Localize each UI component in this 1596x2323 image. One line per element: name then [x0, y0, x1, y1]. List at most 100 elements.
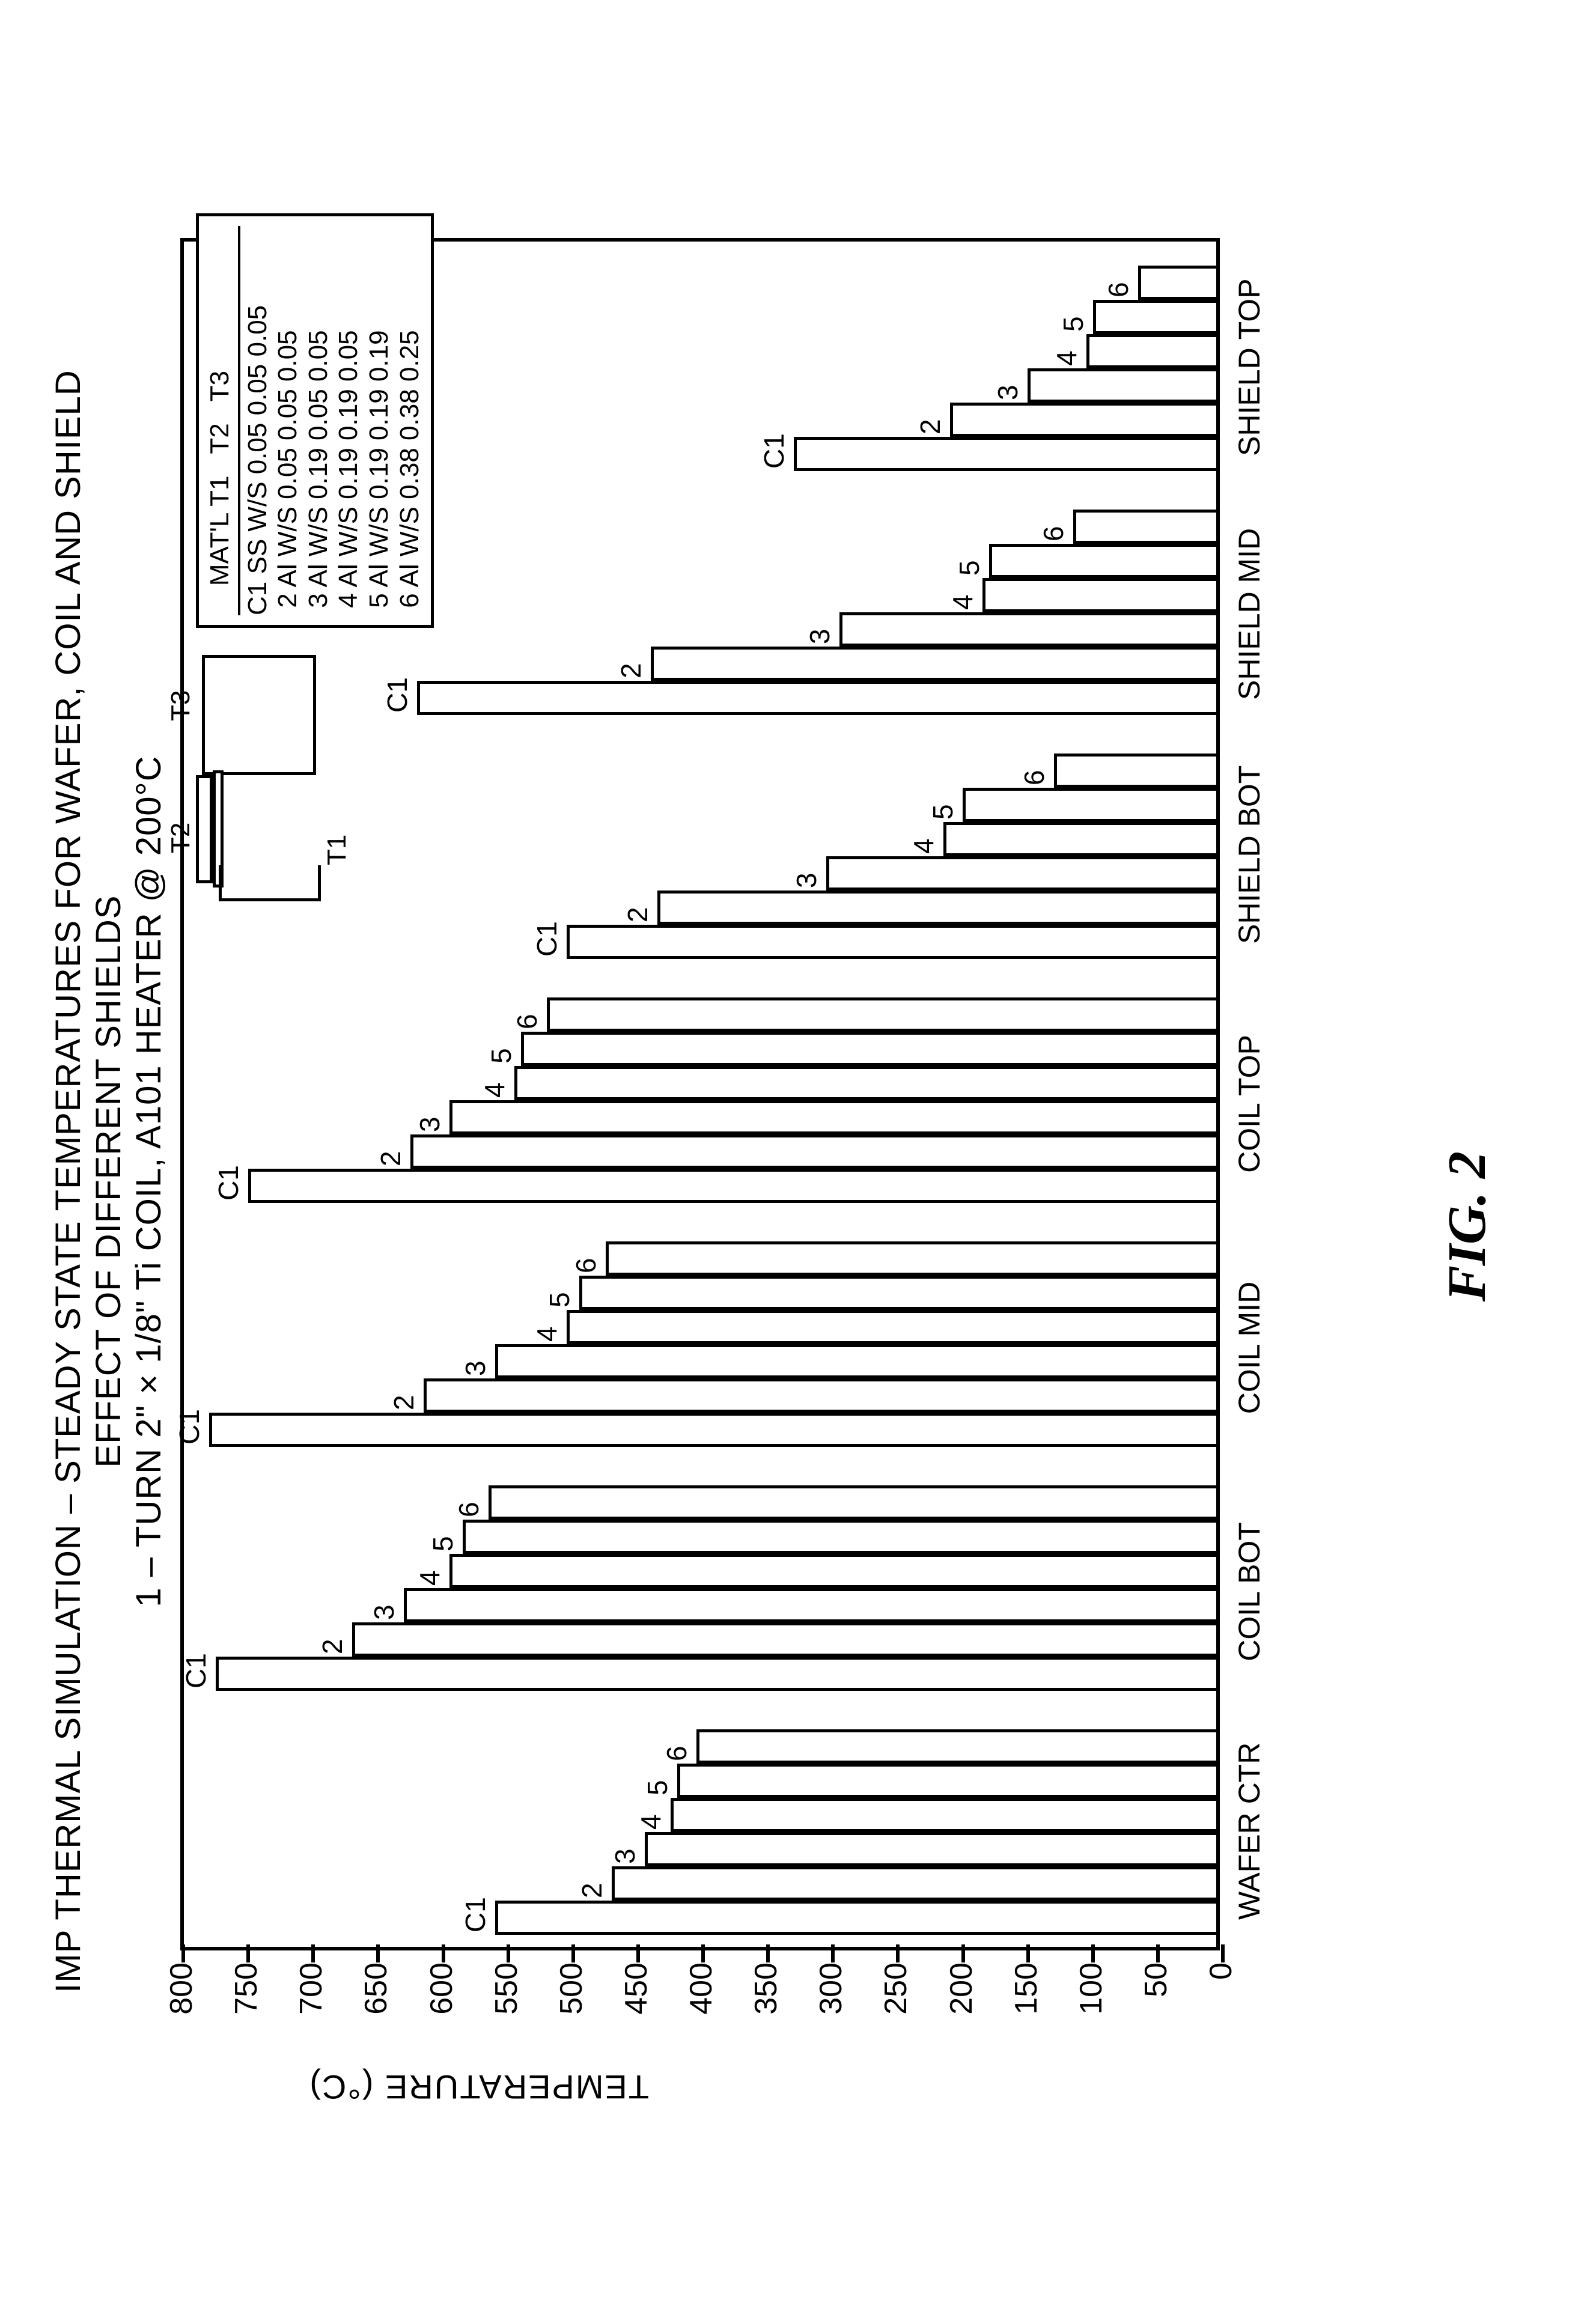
bar-label: 6 — [1018, 770, 1050, 785]
bar — [612, 1866, 1216, 1901]
bar — [521, 1032, 1216, 1066]
y-tick: 500 — [553, 1962, 589, 2035]
bar-label: 6 — [660, 1746, 693, 1761]
bar — [839, 612, 1216, 647]
diagram-bracket — [219, 865, 321, 901]
bar-label: 6 — [1037, 526, 1070, 541]
bar — [950, 403, 1216, 437]
y-tick: 100 — [1073, 1962, 1109, 2035]
legend-row: 2 Al W/S 0.05 0.05 0.05 — [273, 226, 303, 615]
diagram-label: T1 — [322, 835, 352, 865]
bar — [1138, 266, 1216, 300]
shield-diagram: T3T2T1 — [190, 643, 346, 901]
diagram-box — [196, 775, 213, 883]
bar — [352, 1622, 1216, 1657]
bar-label: 3 — [991, 385, 1024, 400]
bar — [489, 1485, 1216, 1520]
y-tick: 350 — [748, 1962, 784, 2035]
title-line-3: 1 – TURN 2" × 1/8" Ti COIL, A101 HEATER … — [129, 220, 169, 2143]
bar-label: 3 — [609, 1848, 641, 1864]
y-tick: 50 — [1138, 1962, 1174, 2035]
y-tick: 800 — [163, 1962, 200, 2035]
bar — [677, 1764, 1216, 1798]
bar-label: 3 — [459, 1360, 492, 1376]
bar — [963, 788, 1216, 822]
bar — [1086, 334, 1216, 368]
diagram-label: T3 — [166, 690, 196, 721]
bar-label: C1 — [531, 921, 563, 957]
bar-label: 4 — [531, 1326, 563, 1342]
y-tick: 650 — [358, 1962, 394, 2035]
bar-label: 4 — [1050, 350, 1083, 366]
bar — [657, 891, 1216, 925]
x-category-label: WAFER CTR — [1232, 1752, 1267, 1920]
bar-label: 5 — [485, 1048, 517, 1064]
x-category-label: SHIELD TOP — [1232, 288, 1267, 456]
y-tick: 0 — [1203, 1962, 1239, 2035]
bar — [424, 1378, 1216, 1413]
bar — [404, 1588, 1216, 1622]
legend-row: 4 Al W/S 0.19 0.19 0.05 — [334, 226, 364, 615]
bar-label: 3 — [790, 872, 823, 888]
bar — [417, 681, 1216, 715]
bar — [696, 1729, 1216, 1764]
bar — [989, 544, 1216, 578]
title-line-1: IMP THERMAL SIMULATION – STEADY STATE TE… — [48, 220, 88, 2143]
legend-row: 5 Al W/S 0.19 0.19 0.19 — [364, 226, 395, 615]
bar — [449, 1554, 1216, 1588]
bar-label: 5 — [543, 1292, 576, 1308]
bar-label: 2 — [914, 419, 946, 434]
bar-label: 4 — [946, 594, 979, 610]
legend-row: 3 Al W/S 0.19 0.05 0.05 — [303, 226, 334, 615]
bar-label: 6 — [1102, 282, 1135, 297]
y-tick: 750 — [228, 1962, 264, 2035]
bar — [216, 1657, 1216, 1691]
bar-label: C1 — [212, 1165, 245, 1201]
bar-label: 4 — [907, 838, 940, 854]
bar — [943, 822, 1216, 856]
bar-label: 4 — [635, 1814, 667, 1830]
bar-label: C1 — [381, 677, 413, 713]
y-tick: 400 — [683, 1962, 719, 2035]
y-tick: 250 — [878, 1962, 914, 2035]
bar-label: 2 — [388, 1395, 420, 1410]
bar-label: 5 — [927, 804, 959, 820]
bar — [1093, 300, 1216, 334]
bar — [606, 1241, 1216, 1276]
bar-label: C1 — [180, 1653, 212, 1688]
y-axis-label: TEMPERATURE (°C) — [308, 2068, 649, 2107]
bar-label: 5 — [953, 560, 985, 576]
bar — [449, 1100, 1216, 1134]
bar — [567, 1310, 1216, 1344]
bar — [671, 1798, 1216, 1832]
bar — [495, 1344, 1216, 1378]
x-category-label: SHIELD BOT — [1232, 776, 1267, 944]
bar-label: C1 — [758, 433, 790, 469]
x-category-label: SHIELD MID — [1232, 532, 1267, 700]
bar — [209, 1413, 1216, 1447]
bar — [567, 925, 1216, 959]
y-tick: 150 — [1008, 1962, 1044, 2035]
bar-label: 2 — [374, 1151, 407, 1166]
y-tick: 300 — [813, 1962, 849, 2035]
bar — [410, 1134, 1216, 1169]
bar-label: 2 — [615, 663, 647, 678]
rotated-canvas: IMP THERMAL SIMULATION – STEADY STATE TE… — [0, 0, 1596, 2323]
title-line-2: EFFECT OF DIFFERENT SHIELDS — [88, 220, 129, 2143]
legend-box: MAT'L T1 T2 T3C1 SS W/S 0.05 0.05 0.05 2… — [196, 213, 434, 628]
bar — [826, 856, 1216, 891]
plot-area: T3T2T1 MAT'L T1 T2 T3C1 SS W/S 0.05 0.05… — [180, 238, 1220, 1950]
bar — [248, 1169, 1216, 1203]
bar — [1028, 368, 1216, 403]
bar — [645, 1832, 1217, 1866]
x-category-label: COIL MID — [1232, 1264, 1267, 1432]
bar — [495, 1901, 1216, 1935]
bar-label: 5 — [427, 1536, 459, 1551]
bar — [1054, 754, 1216, 788]
page: IMP THERMAL SIMULATION – STEADY STATE TE… — [0, 0, 1596, 2323]
x-category-label: COIL TOP — [1232, 1020, 1267, 1188]
bar-label: 3 — [413, 1116, 446, 1132]
diagram-label: T2 — [166, 823, 196, 853]
bar-label: 3 — [803, 629, 836, 644]
bar-label: 4 — [478, 1082, 511, 1098]
